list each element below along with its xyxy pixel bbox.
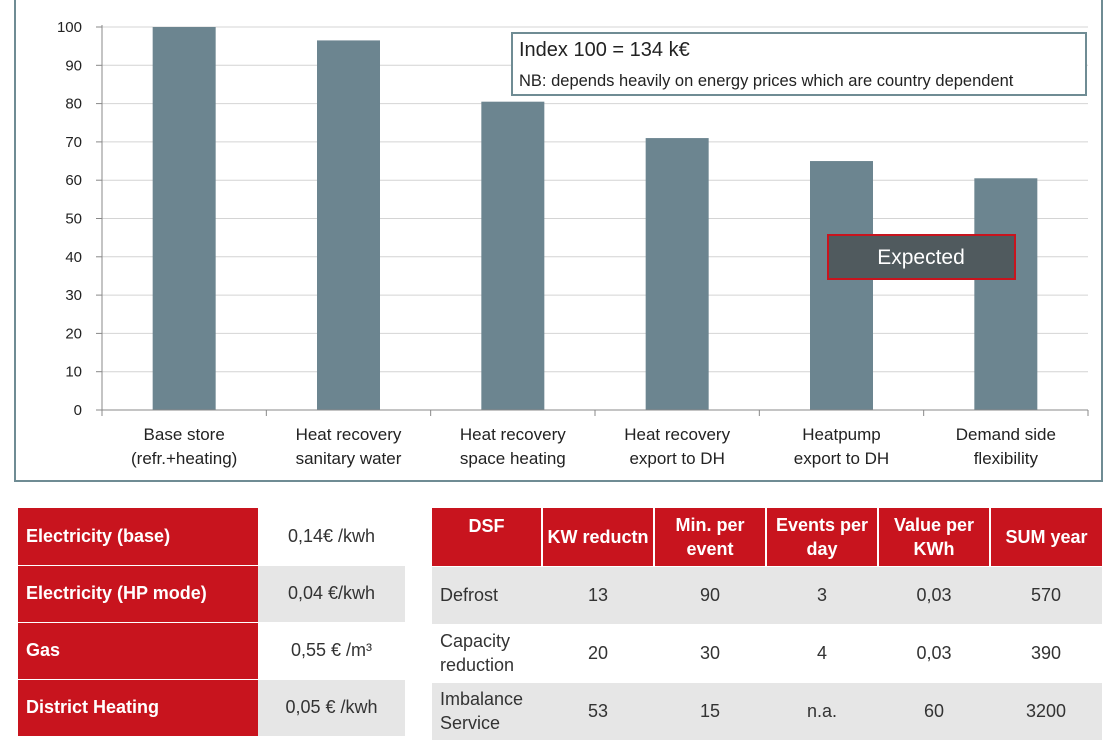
bar: [810, 161, 873, 410]
y-tick-label: 100: [57, 19, 82, 36]
y-tick-label: 20: [65, 325, 82, 342]
dsf-row-label: Defrost: [432, 565, 542, 624]
dsf-cell: 13: [542, 565, 654, 624]
index-annotation-title: Index 100 = 134 k€: [519, 39, 690, 61]
price-label: District Heating: [18, 679, 258, 737]
table-row: Defrost 13 90 3 0,03 570: [432, 565, 1102, 624]
chart-frame: 0 10 20 30 40 50 60 70 80 90 100 Base store (refr.+…: [14, 0, 1103, 482]
dsf-cell: 3200: [990, 681, 1102, 740]
dsf-cell: 53: [542, 681, 654, 740]
y-tick-label: 50: [65, 211, 82, 228]
bar: [317, 40, 380, 410]
expected-badge: Expected: [827, 234, 1016, 280]
price-label: Electricity (HP mode): [18, 565, 258, 623]
y-tick-label: 90: [65, 57, 82, 74]
column-header-events-per-day: Events per day: [766, 508, 879, 566]
column-header-dsf: DSF: [432, 508, 543, 566]
y-tick-label: 40: [65, 249, 82, 266]
dsf-cell: 15: [654, 681, 766, 740]
category-label: Heatpump: [802, 425, 880, 444]
price-value: 0,55 € /m³: [258, 622, 405, 680]
y-tick-labels: 0 10 20 30 40 50 60 70 80 90 100: [57, 19, 82, 419]
y-tick-label: 30: [65, 287, 82, 304]
bar: [645, 138, 709, 410]
column-header-sum-year: SUM year: [990, 508, 1102, 566]
dsf-cell: n.a.: [766, 681, 878, 740]
dsf-row-label: Imbalance Service: [432, 681, 542, 740]
price-value: 0,14€ /kwh: [258, 508, 405, 566]
dsf-cell: 390: [990, 623, 1102, 682]
y-tick-label: 80: [65, 96, 82, 113]
expected-badge-text: Expected: [877, 246, 965, 269]
table-header-row: DSF KW reductn Min. per event Events per…: [432, 508, 1102, 566]
bar-series: [152, 27, 1038, 410]
dsf-table: DSF KW reductn Min. per event Events per…: [432, 508, 1102, 740]
dsf-cell: 3: [766, 565, 878, 624]
dsf-cell: 90: [654, 565, 766, 624]
price-label: Gas: [18, 622, 258, 680]
price-value: 0,04 €/kwh: [258, 565, 405, 623]
category-label: (refr.+heating): [131, 449, 237, 468]
y-tick-label: 60: [65, 172, 82, 189]
category-label: Heat recovery: [296, 425, 402, 444]
bar: [974, 178, 1038, 410]
category-label: flexibility: [974, 449, 1039, 468]
table-row: Gas 0,55 € /m³: [18, 622, 405, 680]
dsf-cell: 30: [654, 623, 766, 682]
y-tick-label: 0: [74, 402, 82, 419]
dsf-cell: 20: [542, 623, 654, 682]
column-header-value-per-kwh: Value per KWh: [878, 508, 991, 566]
category-label: export to DH: [794, 449, 889, 468]
y-tick-label: 10: [65, 364, 82, 381]
energy-prices-table: Electricity (base) 0,14€ /kwh Electricit…: [18, 508, 405, 737]
table-row: District Heating 0,05 € /kwh: [18, 679, 405, 737]
table-row: Electricity (HP mode) 0,04 €/kwh: [18, 565, 405, 623]
category-label: Heat recovery: [624, 425, 730, 444]
table-row: Imbalance Service 53 15 n.a. 60 3200: [432, 681, 1102, 740]
category-label: Base store: [144, 425, 225, 444]
category-label: Demand side: [956, 425, 1056, 444]
axes: [96, 25, 1089, 416]
bar: [481, 101, 545, 410]
category-label: space heating: [460, 449, 566, 468]
index-annotation-box: Index 100 = 134 k€ NB: depends heavily o…: [511, 32, 1087, 96]
dsf-cell: 4: [766, 623, 878, 682]
category-labels: Base store (refr.+heating) Heat recovery sa…: [131, 425, 1056, 468]
dsf-cell: 0,03: [878, 565, 990, 624]
y-tick-label: 70: [65, 134, 82, 151]
category-label: export to DH: [629, 449, 724, 468]
dsf-cell: 570: [990, 565, 1102, 624]
table-row: Capacity reduction 20 30 4 0,03 390: [432, 623, 1102, 682]
category-label: sanitary water: [296, 449, 402, 468]
bar: [152, 27, 216, 410]
dsf-cell: 0,03: [878, 623, 990, 682]
column-header-min-per-event: Min. per event: [654, 508, 767, 566]
dsf-cell: 60: [878, 681, 990, 740]
bar-chart: 0 10 20 30 40 50 60 70 80 90 100 Base store (refr.+…: [57, 19, 1089, 468]
price-label: Electricity (base): [18, 508, 258, 566]
price-value: 0,05 € /kwh: [258, 679, 405, 737]
index-annotation-note: NB: depends heavily on energy prices whi…: [519, 72, 1014, 90]
category-label: Heat recovery: [460, 425, 566, 444]
table-row: Electricity (base) 0,14€ /kwh: [18, 508, 405, 566]
column-header-kw-reduction: KW reductn: [542, 508, 655, 566]
dsf-row-label: Capacity reduction: [432, 623, 542, 682]
